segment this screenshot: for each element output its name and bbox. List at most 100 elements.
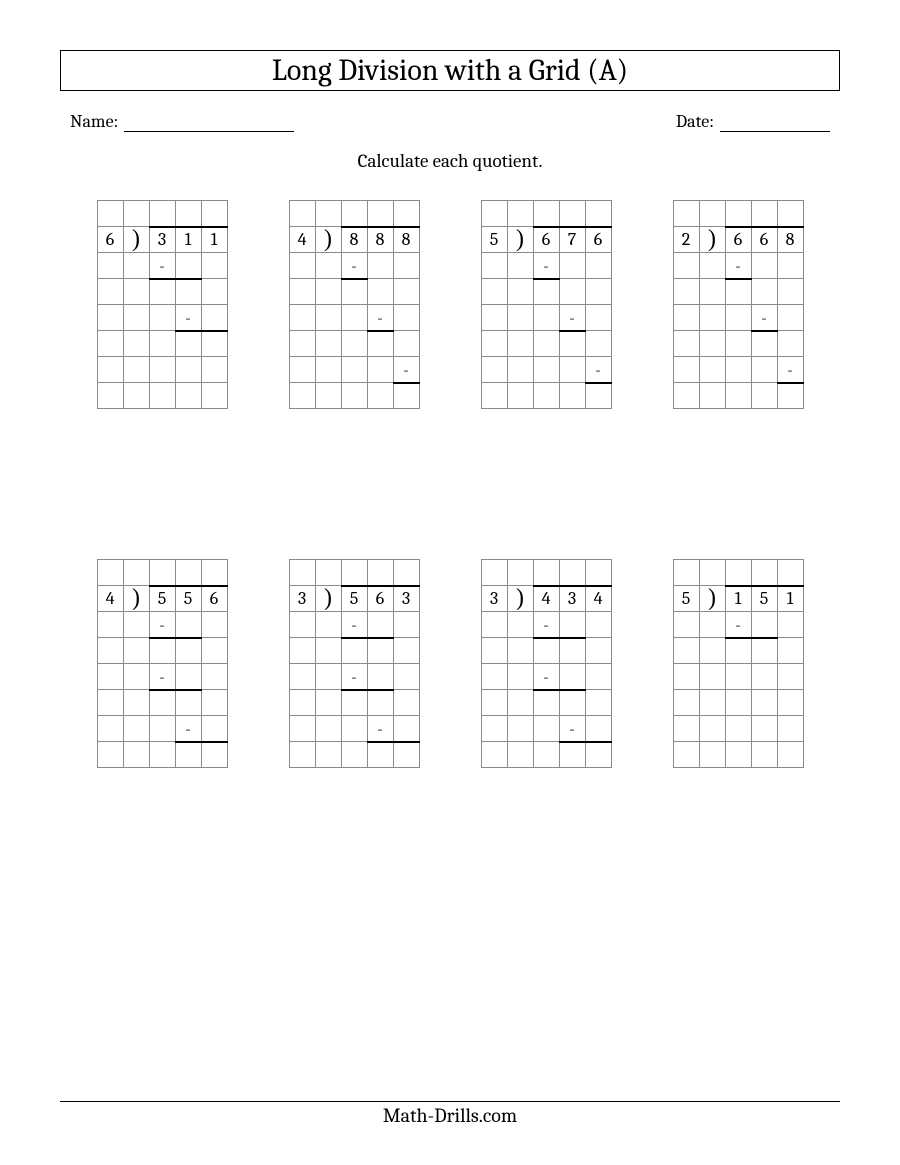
grid-cell[interactable] xyxy=(341,305,367,331)
grid-cell[interactable] xyxy=(481,690,507,716)
grid-cell[interactable] xyxy=(481,279,507,305)
grid-cell[interactable] xyxy=(201,742,227,768)
grid-cell[interactable] xyxy=(123,664,149,690)
grid-cell[interactable] xyxy=(367,742,393,768)
grid-cell[interactable] xyxy=(341,716,367,742)
grid-cell[interactable] xyxy=(673,690,699,716)
grid-cell[interactable] xyxy=(149,383,175,409)
grid-cell[interactable] xyxy=(289,331,315,357)
grid-cell[interactable] xyxy=(149,331,175,357)
grid-cell[interactable] xyxy=(481,742,507,768)
grid-cell[interactable] xyxy=(393,638,419,664)
grid-cell[interactable] xyxy=(175,279,201,305)
grid-cell[interactable] xyxy=(533,638,559,664)
grid-cell[interactable] xyxy=(699,331,725,357)
grid-cell[interactable] xyxy=(201,560,227,586)
grid-cell[interactable] xyxy=(341,638,367,664)
grid-cell[interactable] xyxy=(289,357,315,383)
grid-cell[interactable] xyxy=(97,331,123,357)
grid-cell[interactable] xyxy=(699,742,725,768)
grid-cell[interactable] xyxy=(201,690,227,716)
grid-cell[interactable] xyxy=(751,690,777,716)
grid-cell[interactable] xyxy=(315,331,341,357)
grid-cell[interactable] xyxy=(533,331,559,357)
grid-cell[interactable] xyxy=(289,742,315,768)
grid-cell[interactable] xyxy=(315,357,341,383)
grid-cell[interactable] xyxy=(751,612,777,638)
grid-cell[interactable] xyxy=(393,612,419,638)
grid-cell[interactable] xyxy=(123,612,149,638)
grid-cell[interactable] xyxy=(533,279,559,305)
grid-cell[interactable] xyxy=(289,201,315,227)
grid-cell[interactable] xyxy=(367,201,393,227)
grid-cell[interactable] xyxy=(97,612,123,638)
grid-cell[interactable] xyxy=(751,331,777,357)
grid-cell[interactable] xyxy=(777,612,803,638)
grid-cell[interactable] xyxy=(201,253,227,279)
grid-cell[interactable] xyxy=(367,638,393,664)
grid-cell[interactable] xyxy=(315,279,341,305)
grid-cell[interactable] xyxy=(507,690,533,716)
grid-cell[interactable] xyxy=(777,305,803,331)
grid-cell[interactable] xyxy=(341,331,367,357)
grid-cell[interactable] xyxy=(367,331,393,357)
grid-cell[interactable] xyxy=(289,716,315,742)
grid-cell[interactable] xyxy=(367,664,393,690)
grid-cell[interactable] xyxy=(149,742,175,768)
grid-cell[interactable] xyxy=(751,357,777,383)
grid-cell[interactable] xyxy=(481,612,507,638)
grid-cell[interactable] xyxy=(751,664,777,690)
grid-cell[interactable] xyxy=(123,253,149,279)
grid-cell[interactable] xyxy=(149,201,175,227)
grid-cell[interactable] xyxy=(507,612,533,638)
grid-cell[interactable] xyxy=(559,383,585,409)
grid-cell[interactable] xyxy=(289,664,315,690)
grid-cell[interactable] xyxy=(751,279,777,305)
grid-cell[interactable] xyxy=(341,357,367,383)
grid-cell[interactable] xyxy=(559,201,585,227)
grid-cell[interactable] xyxy=(699,716,725,742)
grid-cell[interactable] xyxy=(673,279,699,305)
grid-cell[interactable] xyxy=(673,742,699,768)
grid-cell[interactable] xyxy=(393,201,419,227)
grid-cell[interactable] xyxy=(699,383,725,409)
grid-cell[interactable] xyxy=(725,560,751,586)
grid-cell[interactable] xyxy=(97,664,123,690)
grid-cell[interactable] xyxy=(97,305,123,331)
grid-cell[interactable] xyxy=(673,331,699,357)
grid-cell[interactable] xyxy=(367,383,393,409)
grid-cell[interactable] xyxy=(585,716,611,742)
grid-cell[interactable] xyxy=(315,201,341,227)
grid-cell[interactable] xyxy=(97,383,123,409)
grid-cell[interactable] xyxy=(97,201,123,227)
grid-cell[interactable] xyxy=(507,279,533,305)
grid-cell[interactable] xyxy=(393,716,419,742)
grid-cell[interactable] xyxy=(289,253,315,279)
grid-cell[interactable] xyxy=(481,201,507,227)
grid-cell[interactable] xyxy=(149,305,175,331)
grid-cell[interactable] xyxy=(673,664,699,690)
grid-cell[interactable] xyxy=(673,305,699,331)
grid-cell[interactable] xyxy=(777,742,803,768)
grid-cell[interactable] xyxy=(481,716,507,742)
grid-cell[interactable] xyxy=(585,279,611,305)
grid-cell[interactable] xyxy=(481,560,507,586)
grid-cell[interactable] xyxy=(315,664,341,690)
grid-cell[interactable] xyxy=(751,716,777,742)
grid-cell[interactable] xyxy=(507,357,533,383)
grid-cell[interactable] xyxy=(201,279,227,305)
grid-cell[interactable] xyxy=(393,383,419,409)
grid-cell[interactable] xyxy=(481,357,507,383)
grid-cell[interactable] xyxy=(751,742,777,768)
grid-cell[interactable] xyxy=(481,305,507,331)
grid-cell[interactable] xyxy=(315,560,341,586)
grid-cell[interactable] xyxy=(585,742,611,768)
grid-cell[interactable] xyxy=(507,331,533,357)
grid-cell[interactable] xyxy=(585,253,611,279)
grid-cell[interactable] xyxy=(315,716,341,742)
grid-cell[interactable] xyxy=(585,612,611,638)
grid-cell[interactable] xyxy=(725,357,751,383)
grid-cell[interactable] xyxy=(725,279,751,305)
grid-cell[interactable] xyxy=(341,560,367,586)
grid-cell[interactable] xyxy=(507,560,533,586)
